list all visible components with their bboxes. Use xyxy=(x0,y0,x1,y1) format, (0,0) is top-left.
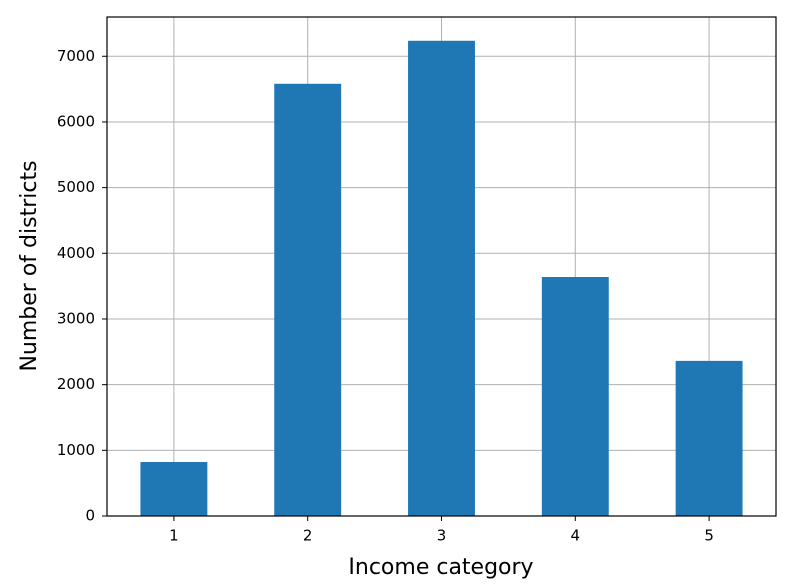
x-tick-label: 3 xyxy=(437,527,447,545)
y-tick-label: 1000 xyxy=(57,441,95,459)
bar xyxy=(274,83,342,516)
x-axis-label: Income category xyxy=(348,555,533,580)
y-tick-label: 5000 xyxy=(57,178,95,196)
y-axis-label: Number of districts xyxy=(17,160,42,371)
x-tick-label: 5 xyxy=(704,527,714,545)
y-tick-label: 6000 xyxy=(57,112,95,130)
y-tick-label: 2000 xyxy=(57,375,95,393)
y-tick-label: 4000 xyxy=(57,244,95,262)
bar xyxy=(541,277,609,516)
bar xyxy=(408,40,475,516)
y-tick-label: 0 xyxy=(85,507,95,525)
y-tick-label: 3000 xyxy=(57,309,95,327)
bar xyxy=(140,462,208,516)
x-tick-label: 1 xyxy=(169,527,179,545)
x-tick-label: 2 xyxy=(303,527,313,545)
bar xyxy=(675,360,743,516)
plot-frame xyxy=(106,16,777,517)
y-tick-label: 7000 xyxy=(57,47,95,65)
x-tick-label: 4 xyxy=(571,527,581,545)
